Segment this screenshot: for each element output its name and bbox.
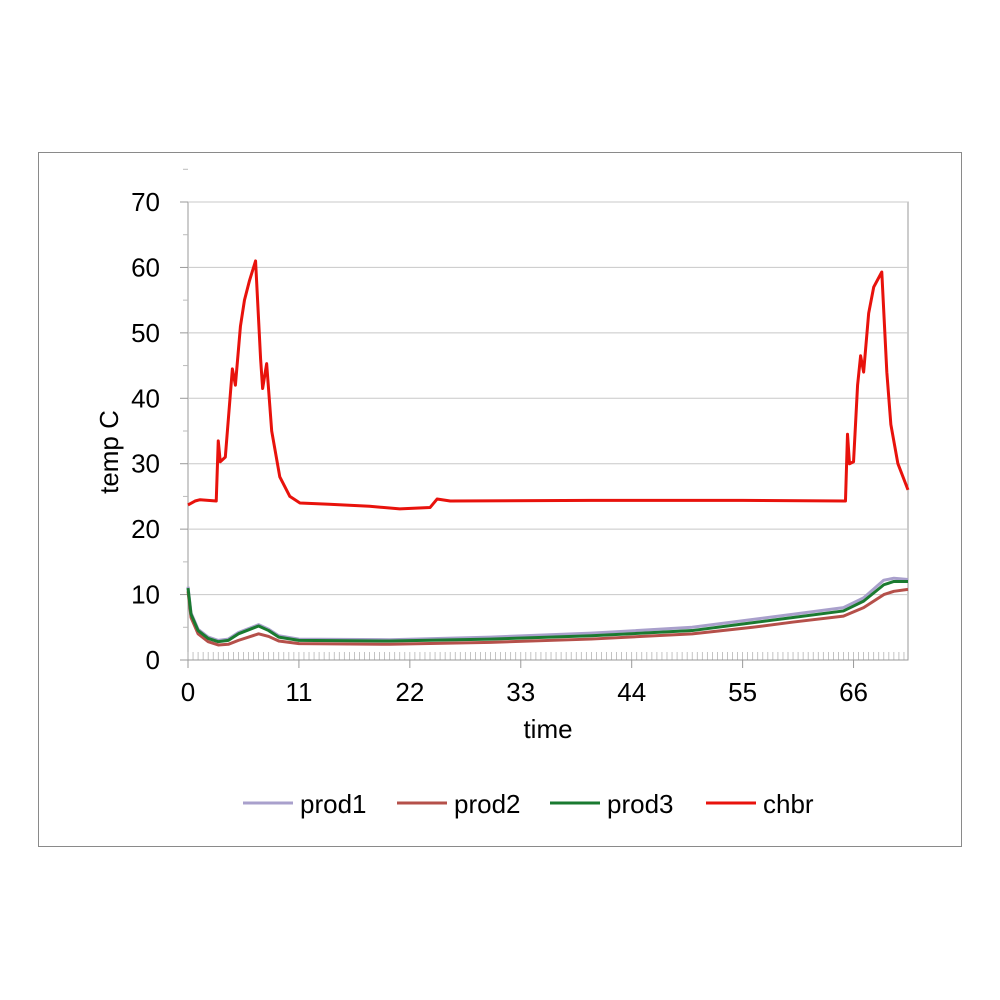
plot-area xyxy=(187,201,909,661)
series-line-prod3 xyxy=(186,579,908,644)
y-tick-label: 30 xyxy=(131,449,160,479)
y-axis-label: temp C xyxy=(94,410,124,494)
x-tick-label: 33 xyxy=(506,677,535,707)
x-tick-label: 11 xyxy=(285,677,312,707)
x-tick-label: 0 xyxy=(181,677,195,707)
y-tick-label: 0 xyxy=(146,645,160,675)
y-tick-label: 10 xyxy=(131,580,160,610)
series-line-prod2 xyxy=(186,587,909,647)
x-tick-label: 55 xyxy=(728,677,757,707)
legend-label-prod2: prod2 xyxy=(454,789,521,819)
legend-label-prod3: prod3 xyxy=(607,789,674,819)
x-tick-label: 22 xyxy=(395,677,424,707)
y-tick-label: 40 xyxy=(131,383,160,413)
series-line-prod1 xyxy=(186,576,909,642)
legend-label-chbr: chbr xyxy=(763,789,814,819)
y-tick-label: 50 xyxy=(131,318,160,348)
chart-frame xyxy=(38,152,962,847)
y-tick-label: 60 xyxy=(131,252,160,282)
x-axis-label: time xyxy=(523,714,572,744)
y-tick-label: 20 xyxy=(131,514,160,544)
series-line-chbr xyxy=(187,259,910,511)
x-tick-label: 66 xyxy=(839,677,868,707)
y-tick-label: 70 xyxy=(131,187,160,217)
x-tick-label: 44 xyxy=(617,677,646,707)
legend-label-prod1: prod1 xyxy=(300,789,367,819)
